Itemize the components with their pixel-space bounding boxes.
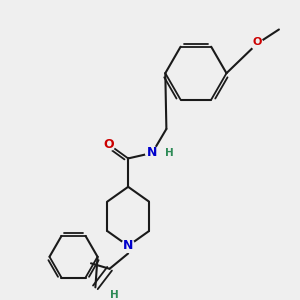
Text: O: O [103, 138, 114, 151]
Circle shape [102, 138, 115, 151]
Text: H: H [165, 148, 174, 158]
Text: O: O [252, 37, 262, 47]
Text: N: N [147, 146, 158, 160]
Text: H: H [110, 290, 118, 300]
Text: N: N [123, 239, 133, 252]
Circle shape [251, 38, 263, 50]
Circle shape [122, 239, 135, 252]
Circle shape [146, 146, 159, 160]
